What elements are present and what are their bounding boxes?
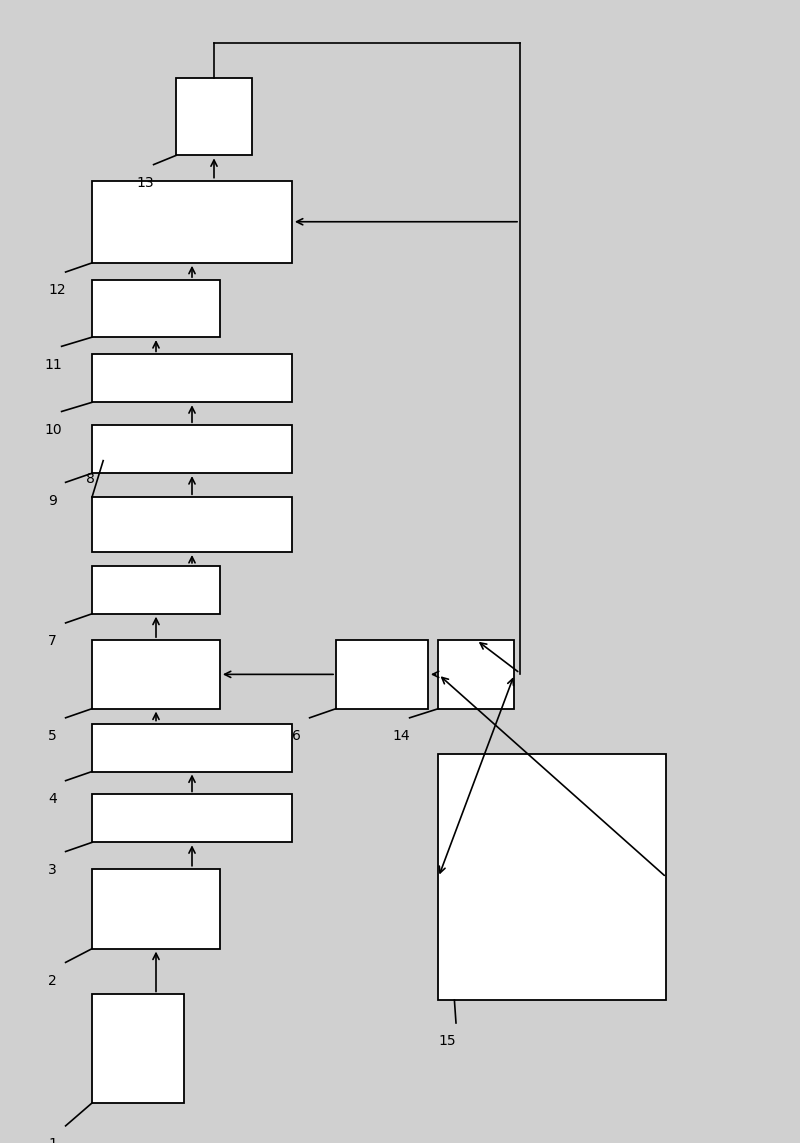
Bar: [92, 994, 184, 1103]
Bar: [92, 794, 292, 842]
Bar: [92, 640, 220, 709]
Text: 11: 11: [44, 358, 62, 371]
Bar: [438, 754, 666, 1000]
Text: 10: 10: [44, 423, 62, 437]
Text: 4: 4: [48, 792, 57, 806]
Text: 5: 5: [48, 729, 57, 743]
Bar: [92, 280, 220, 337]
Bar: [92, 869, 220, 949]
Bar: [92, 566, 220, 614]
Bar: [92, 354, 292, 402]
Text: 15: 15: [438, 1034, 456, 1048]
Bar: [92, 425, 292, 473]
Text: 6: 6: [292, 729, 301, 743]
Text: 3: 3: [48, 863, 57, 877]
Text: 14: 14: [392, 729, 410, 743]
Bar: [92, 497, 292, 552]
Bar: [92, 181, 292, 263]
Text: 8: 8: [86, 472, 94, 486]
Bar: [176, 78, 252, 155]
Bar: [92, 724, 292, 772]
Text: 9: 9: [48, 494, 57, 507]
Text: 2: 2: [48, 974, 57, 988]
Bar: [438, 640, 514, 709]
Text: 13: 13: [136, 176, 154, 190]
Text: 7: 7: [48, 634, 57, 648]
Bar: [336, 640, 428, 709]
Text: 12: 12: [48, 283, 66, 297]
Text: 1: 1: [48, 1137, 57, 1143]
